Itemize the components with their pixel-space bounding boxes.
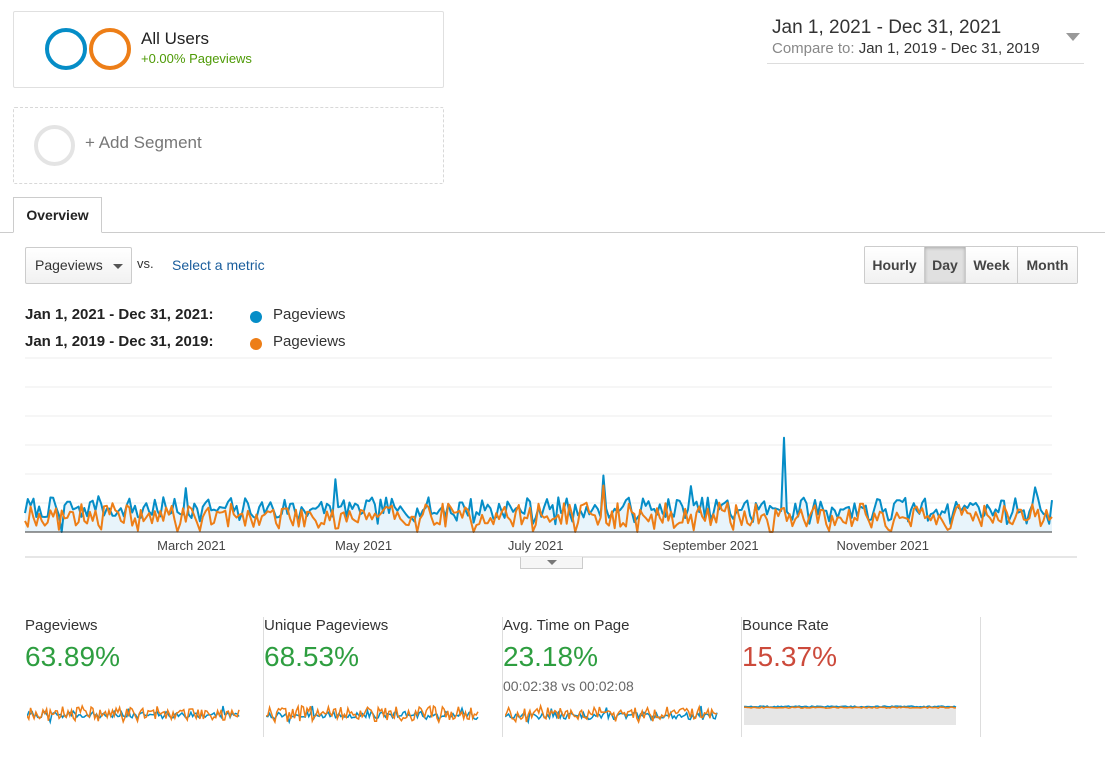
select-metric-link[interactable]: Select a metric <box>172 257 265 273</box>
vs-label: vs. <box>137 256 154 271</box>
scorecard-pageviews[interactable]: Pageviews 63.89% <box>25 617 264 737</box>
compare-prefix: Compare to: <box>772 40 855 57</box>
day-button[interactable]: Day <box>925 247 966 283</box>
sparkline-2019 <box>27 703 240 725</box>
chevron-down-icon[interactable] <box>1066 33 1080 41</box>
x-tick-label: July 2021 <box>508 538 564 553</box>
legend-dot-orange-icon <box>250 338 262 350</box>
metric-select-value: Pageviews <box>35 257 103 273</box>
scorecard-avg-time-on-page[interactable]: Avg. Time on Page 23.18% 00:02:38 vs 00:… <box>503 617 742 737</box>
compare-range: Jan 1, 2019 - Dec 31, 2019 <box>858 40 1040 57</box>
x-tick-label: November 2021 <box>836 538 929 553</box>
legend-range: Jan 1, 2021 - Dec 31, 2021: <box>25 306 214 323</box>
metric-select[interactable]: Pageviews <box>25 247 132 284</box>
chevron-down-icon <box>113 264 123 269</box>
scorecard-value: 68.53% <box>264 641 359 672</box>
x-tick-label: September 2021 <box>663 538 759 553</box>
scorecard-label: Avg. Time on Page <box>503 617 630 634</box>
scorecard-unique-pageviews[interactable]: Unique Pageviews 68.53% <box>264 617 503 737</box>
date-range-compare: Compare to: Jan 1, 2019 - Dec 31, 2019 <box>772 40 1040 57</box>
x-tick-label: March 2021 <box>157 538 226 553</box>
segment-name: All Users <box>141 29 210 48</box>
segment-change: +0.00% Pageviews <box>141 51 252 66</box>
sparkline-2019 <box>505 703 718 725</box>
scorecard-bounce-rate[interactable]: Bounce Rate 15.37% <box>742 617 981 737</box>
scorecard-detail: 00:02:38 vs 00:02:08 <box>503 678 634 694</box>
sparkline-2021 <box>744 705 957 709</box>
scorecard-label: Unique Pageviews <box>264 617 389 634</box>
scorecard-sparkline <box>744 705 957 725</box>
series-line-2019 <box>24 484 1053 533</box>
x-tick-label: May 2021 <box>335 538 392 553</box>
sparkline-2019 <box>744 706 957 710</box>
segment-circle-blue-icon <box>45 28 87 70</box>
tabs-divider <box>0 232 1105 233</box>
legend-row-2021: Jan 1, 2021 - Dec 31, 2021: Pageviews <box>25 306 346 323</box>
add-segment-button[interactable]: + Add Segment <box>13 107 444 184</box>
scorecard-sparkline <box>266 703 479 725</box>
sparkline-2019 <box>266 703 479 725</box>
scorecard-sparkline <box>505 703 718 725</box>
scorecard-label: Bounce Rate <box>742 617 829 634</box>
add-segment-label: + Add Segment <box>85 133 202 152</box>
granularity-toggle: Hourly Day Week Month <box>864 246 1078 284</box>
week-button[interactable]: Week <box>966 247 1018 283</box>
scorecard-value: 63.89% <box>25 641 120 672</box>
sparkline-area <box>744 707 956 725</box>
pageviews-line-chart[interactable]: March 2021 May 2021 July 2021 September 202… <box>0 350 1105 560</box>
scorecard-divider <box>502 617 503 737</box>
segment-card-all-users[interactable]: All Users +0.00% Pageviews <box>13 11 444 88</box>
legend-series-name: Pageviews <box>273 306 346 323</box>
scorecard-sparkline <box>27 703 240 725</box>
date-range-main: Jan 1, 2021 - Dec 31, 2021 <box>772 17 1002 38</box>
scorecard-value: 15.37% <box>742 641 837 672</box>
legend-dot-blue-icon <box>250 311 262 323</box>
legend-row-2019: Jan 1, 2019 - Dec 31, 2019: Pageviews <box>25 333 346 350</box>
legend-series-name: Pageviews <box>273 333 346 350</box>
scorecard-divider <box>741 617 742 737</box>
segment-circle-orange-icon <box>89 28 131 70</box>
chart-expand-handle[interactable] <box>520 557 583 569</box>
scorecard-value: 23.18% <box>503 641 598 672</box>
scorecard-label: Pageviews <box>25 617 98 634</box>
series-area-2021 <box>25 437 1052 532</box>
chevron-down-icon <box>547 560 557 565</box>
legend-range: Jan 1, 2019 - Dec 31, 2019: <box>25 333 214 350</box>
date-range-picker[interactable]: Jan 1, 2021 - Dec 31, 2021 Compare to: J… <box>767 15 1084 64</box>
empty-segment-circle-icon <box>34 125 75 166</box>
tab-overview[interactable]: Overview <box>13 197 102 233</box>
scorecard-divider <box>980 617 981 737</box>
scorecard-divider <box>263 617 264 737</box>
month-button[interactable]: Month <box>1018 247 1077 283</box>
hourly-button[interactable]: Hourly <box>865 247 925 283</box>
